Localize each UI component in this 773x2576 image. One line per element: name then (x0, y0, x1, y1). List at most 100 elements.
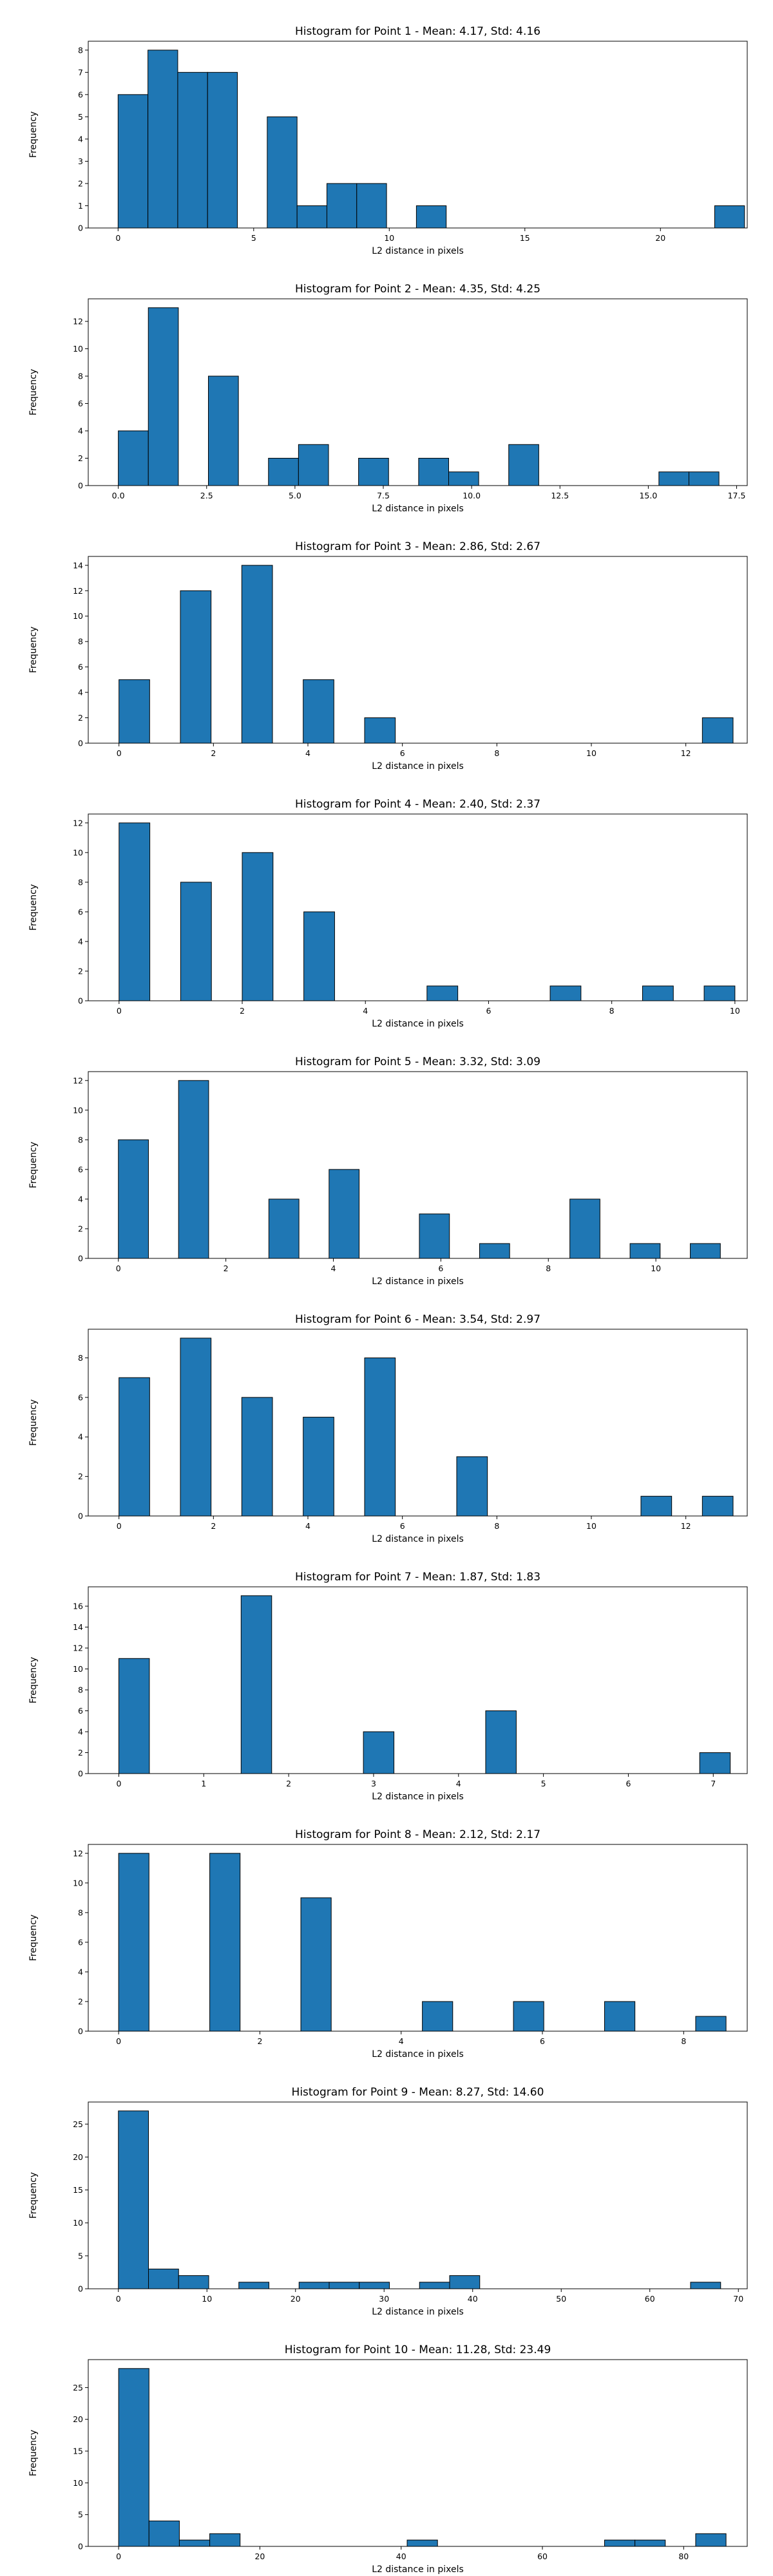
histogram-bar (695, 2533, 727, 2547)
y-tick-label: 4 (78, 134, 83, 144)
y-axis-label: Frequency (28, 1142, 39, 1188)
y-tick-label: 5 (78, 2251, 83, 2260)
x-tick-label: 4 (331, 1264, 336, 1273)
x-axis-label: L2 distance in pixels (372, 504, 464, 514)
y-tick-label: 2 (78, 713, 83, 723)
x-tick-label: 1 (201, 1779, 206, 1788)
x-tick-label: 3 (371, 1779, 376, 1788)
y-tick-label: 0 (78, 1254, 83, 1264)
y-tick-label: 2 (78, 1996, 83, 2006)
y-tick-label: 5 (78, 2510, 83, 2519)
x-axis-label: L2 distance in pixels (372, 246, 464, 256)
y-tick-label: 2 (78, 453, 83, 463)
y-tick-label: 3 (78, 156, 83, 166)
y-tick-label: 12 (73, 818, 83, 828)
y-axis-label: Frequency (28, 1399, 39, 1446)
histogram-bar (363, 1731, 395, 1774)
y-axis-label: Frequency (28, 111, 39, 158)
histogram-bar (448, 471, 479, 486)
y-tick-label: 14 (73, 560, 83, 570)
x-tick-label: 0 (116, 1779, 121, 1788)
y-tick-label: 16 (73, 1602, 83, 1611)
y-tick-label: 6 (78, 1937, 83, 1947)
x-tick-label: 20 (291, 2294, 301, 2304)
y-tick-label: 10 (73, 2218, 83, 2228)
y-axis-label: Frequency (28, 2172, 39, 2219)
x-tick-label: 4 (456, 1779, 461, 1788)
x-tick-label: 60 (645, 2294, 655, 2304)
axes-frame (88, 1329, 748, 1517)
histogram-bar (329, 2282, 360, 2289)
axes-frame (88, 2359, 748, 2547)
chart-title: Histogram for Point 4 - Mean: 2.40, Std:… (295, 798, 540, 811)
y-tick-label: 20 (73, 2414, 83, 2424)
histogram-bar (419, 1213, 450, 1259)
x-tick-label: 10 (384, 233, 394, 243)
y-tick-label: 2 (78, 1748, 83, 1757)
histogram-bar (303, 1417, 334, 1517)
y-tick-label: 0 (78, 1769, 83, 1779)
histogram-panel-2: Histogram for Point 2 - Mean: 4.35, Std:… (28, 283, 748, 514)
histogram-bar (640, 1495, 673, 1517)
y-tick-label: 0 (78, 2284, 83, 2294)
y-axis-label: Frequency (28, 884, 39, 931)
chart-title: Histogram for Point 8 - Mean: 2.12, Std:… (295, 1828, 540, 1841)
histogram-panel-6: Histogram for Point 6 - Mean: 3.54, Std:… (28, 1313, 748, 1544)
y-tick-label: 8 (78, 372, 83, 381)
x-tick-label: 4 (305, 1521, 310, 1531)
histogram-bar (699, 1752, 731, 1774)
axes-frame (88, 1071, 748, 1259)
x-tick-label: 80 (678, 2552, 689, 2561)
histogram-bar (549, 985, 582, 1001)
x-tick-label: 6 (400, 748, 405, 758)
histogram-bar (148, 2521, 180, 2547)
x-tick-label: 4 (305, 748, 310, 758)
axes-frame (88, 41, 748, 229)
axes-frame (88, 556, 748, 744)
histogram-bar (604, 2001, 636, 2032)
histogram-panel-7: Histogram for Point 7 - Mean: 1.87, Std:… (28, 1571, 748, 1802)
histogram-bar (364, 1357, 396, 1517)
x-tick-label: 2 (257, 2036, 262, 2046)
x-tick-label: 8 (609, 1006, 615, 1016)
y-tick-label: 6 (78, 90, 83, 99)
histogram-bar (119, 1377, 150, 1517)
histogram-bar (178, 2539, 211, 2547)
chart-title: Histogram for Point 1 - Mean: 4.17, Std:… (295, 25, 540, 38)
histogram-bar (119, 822, 151, 1001)
histogram-bar (658, 471, 689, 486)
histogram-bar (177, 71, 208, 229)
histogram-panel-10: Histogram for Point 10 - Mean: 11.28, St… (28, 2344, 748, 2575)
x-tick-label: 60 (537, 2552, 548, 2561)
x-tick-label: 0 (117, 1006, 122, 1016)
y-tick-label: 10 (73, 2478, 83, 2488)
histogram-bar (148, 50, 178, 229)
y-tick-label: 8 (78, 637, 83, 647)
x-tick-label: 10 (202, 2294, 212, 2304)
x-tick-label: 8 (494, 748, 499, 758)
histogram-panel-9: Histogram for Point 9 - Mean: 8.27, Std:… (28, 2086, 748, 2317)
histogram-bar (207, 71, 238, 229)
chart-title: Histogram for Point 9 - Mean: 8.27, Std:… (292, 2086, 544, 2099)
y-tick-label: 4 (78, 1432, 83, 1442)
chart-title: Histogram for Point 2 - Mean: 4.35, Std:… (295, 283, 540, 296)
x-tick-label: 5 (251, 233, 256, 243)
axes-frame (88, 2101, 748, 2289)
histogram-bar (267, 116, 298, 229)
histogram-bar (714, 205, 745, 229)
histogram-bar (426, 985, 459, 1001)
y-tick-label: 0 (78, 2542, 83, 2552)
x-tick-label: 4 (399, 2036, 404, 2046)
histogram-bar (180, 882, 212, 1001)
y-tick-label: 4 (78, 1967, 83, 1976)
histogram-bar (329, 1169, 360, 1259)
histogram-bar (178, 1080, 209, 1259)
y-tick-label: 20 (73, 2152, 83, 2162)
histogram-bar (508, 444, 539, 486)
y-tick-label: 5 (78, 112, 83, 122)
x-tick-label: 6 (438, 1264, 443, 1273)
y-axis-label: Frequency (28, 2430, 39, 2476)
x-tick-label: 6 (486, 1006, 491, 1016)
histogram-bar (449, 2275, 481, 2289)
histogram-bar (241, 1397, 273, 1517)
